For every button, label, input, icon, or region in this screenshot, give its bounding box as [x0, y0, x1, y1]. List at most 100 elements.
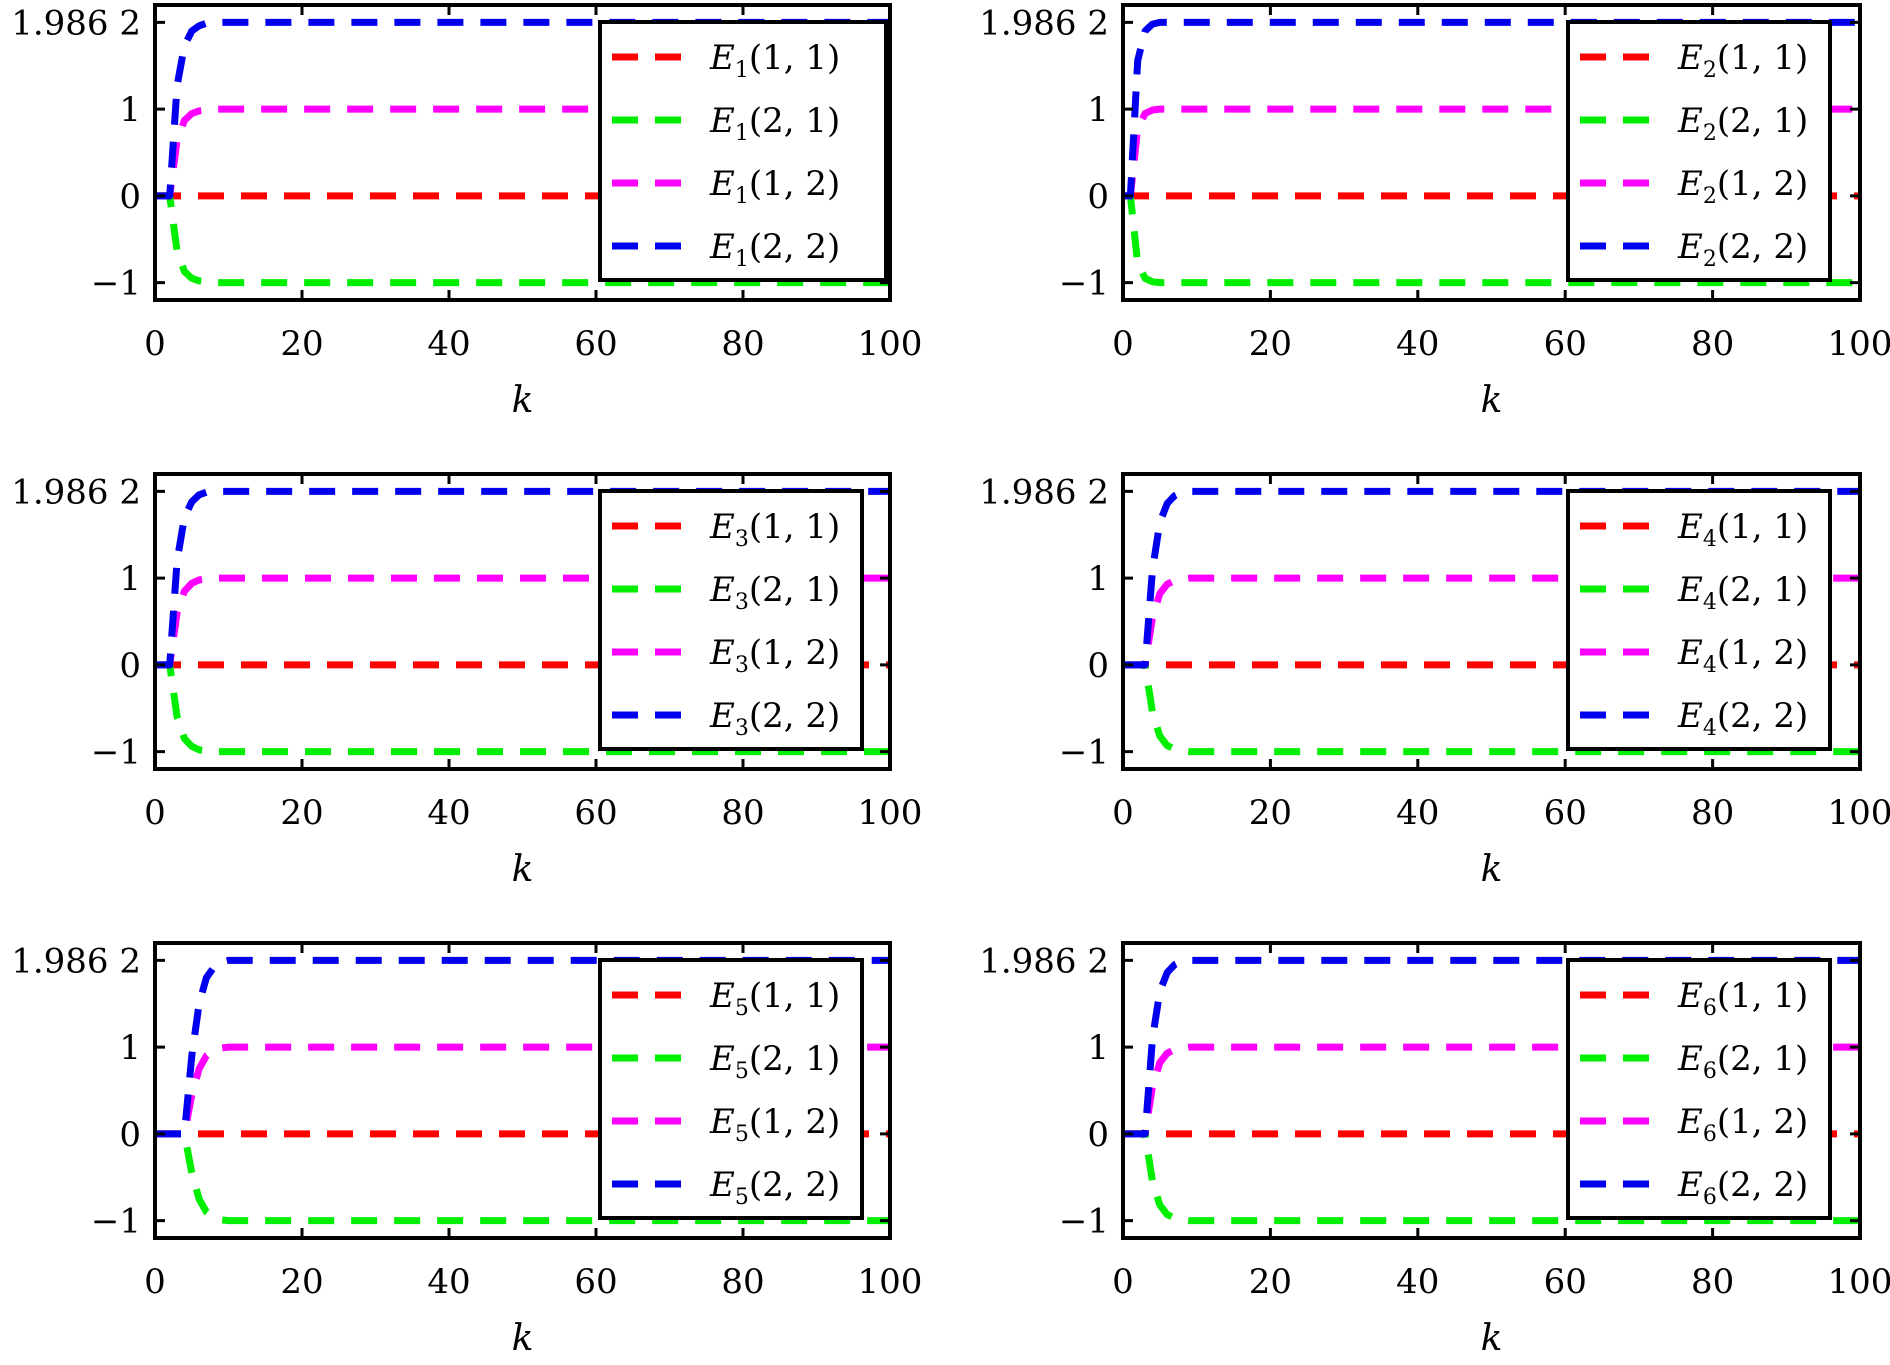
y-tick-label: 0	[1087, 1115, 1109, 1155]
legend-entry: E3(1, 1)	[709, 507, 840, 552]
y-tick-label: −1	[1059, 1202, 1109, 1242]
series-line-4	[155, 956, 890, 1138]
x-tick-label: 100	[858, 793, 923, 833]
x-tick-label: 40	[1396, 793, 1439, 833]
y-tick-label: −1	[91, 733, 141, 773]
y-tick-label: 0	[119, 177, 141, 217]
y-tick-label: −1	[91, 264, 141, 304]
series-line-2	[155, 192, 890, 287]
y-tick-label: 1	[1087, 90, 1109, 130]
series-line-4	[1123, 956, 1860, 1138]
x-tick-label: 0	[1112, 793, 1134, 833]
legend-entry: E3(1, 2)	[709, 633, 840, 678]
y-tick-label: 0	[119, 646, 141, 686]
legend: E4(1, 1) E4(2, 1) E4(1, 2) E4(2, 2)	[1566, 489, 1832, 751]
x-tick-label: 40	[1396, 324, 1439, 364]
y-tick-label: 1	[119, 1028, 141, 1068]
legend-entry: E3(2, 1)	[709, 570, 840, 615]
x-tick-label: 40	[1396, 1262, 1439, 1302]
y-tick-label: −1	[1059, 733, 1109, 773]
x-tick-label: 0	[144, 793, 166, 833]
axes-frame	[153, 3, 892, 302]
x-tick-label: 80	[721, 324, 764, 364]
series-line-4	[1123, 18, 1860, 200]
legend-entry: E2(2, 2)	[1677, 227, 1808, 272]
x-tick-label: 40	[427, 793, 470, 833]
series-lines	[155, 487, 890, 756]
x-axis-label: k	[512, 380, 534, 421]
legend-entry: E6(2, 2)	[1677, 1165, 1808, 1210]
y-tick-label: 1.986 2	[979, 472, 1109, 512]
legend: E2(1, 1) E2(2, 1) E2(1, 2) E2(2, 2)	[1566, 20, 1832, 282]
x-tick-label: 40	[427, 1262, 470, 1302]
series-lines	[1123, 18, 1860, 287]
y-tick-label: 1	[1087, 559, 1109, 599]
legend-entry: E1(2, 1)	[709, 101, 840, 146]
legend-entry: E6(1, 1)	[1677, 976, 1808, 1021]
y-tick-label: −1	[1059, 264, 1109, 304]
y-tick-label: 1.986 2	[979, 3, 1109, 43]
y-tick-label: 1	[119, 559, 141, 599]
legend-box	[598, 489, 864, 751]
x-tick-label: 20	[1249, 1262, 1292, 1302]
series-line-4	[1123, 487, 1860, 669]
x-tick-label: 80	[721, 793, 764, 833]
x-tick-label: 80	[1691, 1262, 1734, 1302]
legend: E1(1, 1) E1(2, 1) E1(1, 2) E1(2, 2)	[598, 20, 888, 282]
series-lines	[1123, 956, 1860, 1225]
y-tick-label: 1.986 2	[11, 941, 141, 981]
x-axis-label: k	[1481, 380, 1503, 421]
series-lines	[1123, 487, 1860, 756]
legend: E6(1, 1) E6(2, 1) E6(1, 2) E6(2, 2)	[1566, 958, 1832, 1220]
x-tick-label: 40	[427, 324, 470, 364]
y-tick-label: 0	[1087, 177, 1109, 217]
x-tick-label: 60	[1544, 1262, 1587, 1302]
legend-entry: E1(1, 1)	[709, 38, 840, 83]
legend-entry: E5(2, 2)	[709, 1165, 840, 1210]
legend-entry: E6(1, 2)	[1677, 1102, 1808, 1147]
legend-entry: E2(1, 1)	[1677, 38, 1808, 83]
x-tick-label: 100	[858, 1262, 923, 1302]
x-tick-label: 60	[574, 1262, 617, 1302]
legend-entry: E4(1, 2)	[1677, 633, 1808, 678]
series-line-2	[155, 661, 890, 756]
y-tick-label: 1	[1087, 1028, 1109, 1068]
legend-entry: E4(1, 1)	[1677, 507, 1808, 552]
series-line-4	[155, 18, 890, 200]
series-line-4	[155, 487, 890, 669]
legend-box	[1566, 489, 1832, 751]
x-tick-label: 100	[858, 324, 923, 364]
x-tick-label: 0	[1112, 1262, 1134, 1302]
legend-entry: E5(2, 1)	[709, 1039, 840, 1084]
y-tick-label: −1	[91, 1202, 141, 1242]
x-tick-label: 60	[1544, 793, 1587, 833]
legend: E5(1, 1) E5(2, 1) E5(1, 2) E5(2, 2)	[598, 958, 864, 1220]
legend-entry: E5(1, 1)	[709, 976, 840, 1021]
legend-entry: E4(2, 2)	[1677, 696, 1808, 741]
y-tick-label: 1	[119, 90, 141, 130]
x-tick-label: 80	[1691, 793, 1734, 833]
x-tick-label: 0	[1112, 324, 1134, 364]
x-tick-label: 60	[574, 793, 617, 833]
x-tick-label: 80	[721, 1262, 764, 1302]
legend-entry: E5(1, 2)	[709, 1102, 840, 1147]
legend-entry: E2(1, 2)	[1677, 164, 1808, 209]
x-tick-label: 100	[1828, 1262, 1890, 1302]
x-tick-label: 20	[280, 793, 323, 833]
legend-entry: E1(1, 2)	[709, 164, 840, 209]
x-axis-label: k	[1481, 1318, 1503, 1359]
x-tick-label: 60	[1544, 324, 1587, 364]
y-tick-label: 1.986 2	[11, 472, 141, 512]
legend-box	[1566, 20, 1832, 282]
legend-entry: E2(2, 1)	[1677, 101, 1808, 146]
legend-box	[598, 958, 864, 1220]
x-axis-label: k	[512, 1318, 534, 1359]
series-line-2	[1123, 192, 1860, 287]
series-line-3	[1123, 105, 1860, 200]
